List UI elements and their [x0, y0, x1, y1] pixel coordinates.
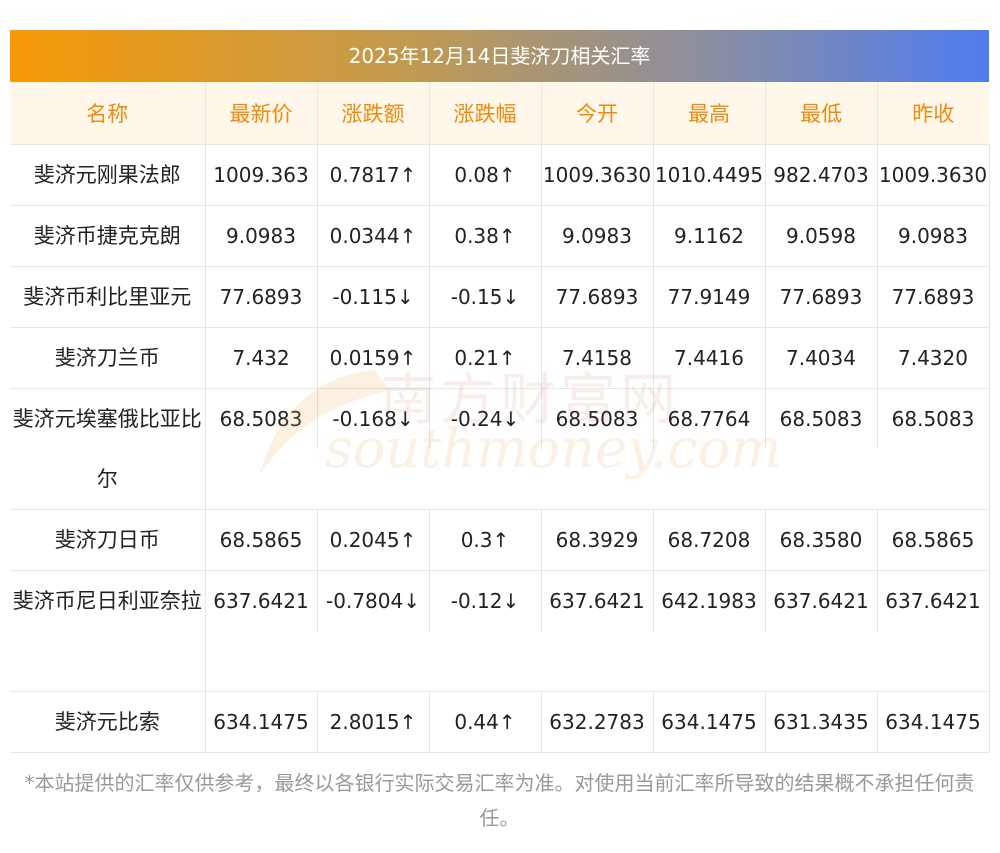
open-price: 632.2783	[541, 691, 654, 753]
table-row: 斐济币尼日利亚奈拉 637.6421 -0.7804↓ -0.12↓ 637.6421 6…	[10, 570, 990, 692]
open-price: 68.3929	[541, 509, 654, 571]
latest-price: 1009.363	[205, 144, 318, 206]
low-price: 68.3580	[765, 509, 878, 571]
currency-pair-name: 斐济刀日币	[10, 509, 206, 571]
header-change-pct: 涨跌幅	[429, 82, 542, 145]
low-price: 9.0598	[765, 205, 878, 267]
prev-close: 634.1475	[877, 691, 990, 753]
blank-cell	[205, 449, 990, 510]
low-price: 68.5083	[765, 388, 878, 449]
open-price: 7.4158	[541, 327, 654, 389]
low-price: 637.6421	[765, 570, 878, 631]
table-row: 斐济元比索 634.1475 2.8015↑ 0.44↑ 632.2783 634.147…	[10, 691, 990, 753]
open-price: 637.6421	[541, 570, 654, 631]
high-price: 7.4416	[653, 327, 766, 389]
high-price: 68.7208	[653, 509, 766, 571]
change-percent: 0.38↑	[429, 205, 542, 267]
change-amount: 0.0344↑	[317, 205, 430, 267]
low-price: 631.3435	[765, 691, 878, 753]
header-low: 最低	[765, 82, 878, 145]
prev-close: 77.6893	[877, 266, 990, 328]
high-price: 9.1162	[653, 205, 766, 267]
change-percent: 0.3↑	[429, 509, 542, 571]
open-price: 68.5083	[541, 388, 654, 449]
change-percent: 0.08↑	[429, 144, 542, 206]
change-amount: 0.0159↑	[317, 327, 430, 389]
header-latest: 最新价	[205, 82, 318, 145]
change-percent: -0.15↓	[429, 266, 542, 328]
row-continuation	[10, 449, 990, 510]
high-price: 642.1983	[653, 570, 766, 631]
high-price: 1010.4495	[653, 144, 766, 206]
currency-pair-name: 斐济币尼日利亚奈拉	[10, 570, 206, 692]
open-price: 1009.3630	[541, 144, 654, 206]
table-header-row: 名称 最新价 涨跌额 涨跌幅 今开 最高 最低 昨收	[10, 82, 989, 145]
high-price: 68.7764	[653, 388, 766, 449]
table-row: 斐济币捷克克朗 9.0983 0.0344↑ 0.38↑ 9.0983 9.1162 9.0…	[10, 205, 990, 267]
table-row: 斐济元刚果法郎 1009.363 0.7817↑ 0.08↑ 1009.3630 1010…	[10, 144, 990, 206]
change-amount: 0.2045↑	[317, 509, 430, 571]
currency-pair-name: 斐济元比索	[10, 691, 206, 753]
currency-pair-name: 斐济元埃塞俄比亚比尔	[10, 388, 206, 510]
prev-close: 7.4320	[877, 327, 990, 389]
change-amount: -0.115↓	[317, 266, 430, 328]
currency-pair-name: 斐济刀兰币	[10, 327, 206, 389]
header-name: 名称	[10, 82, 206, 145]
header-open: 今开	[541, 82, 654, 145]
prev-close: 637.6421	[877, 570, 990, 631]
change-amount: -0.7804↓	[317, 570, 430, 631]
change-amount: -0.168↓	[317, 388, 430, 449]
change-amount: 2.8015↑	[317, 691, 430, 753]
prev-close: 9.0983	[877, 205, 990, 267]
open-price: 77.6893	[541, 266, 654, 328]
change-percent: 0.44↑	[429, 691, 542, 753]
header-high: 最高	[653, 82, 766, 145]
disclaimer: *本站提供的汇率仅供参考，最终以各银行实际交易汇率为准。对使用当前汇率所导致的结…	[24, 771, 975, 830]
latest-price: 68.5865	[205, 509, 318, 571]
table-title: 2025年12月14日斐济刀相关汇率	[10, 30, 989, 82]
change-amount: 0.7817↑	[317, 144, 430, 206]
latest-price: 9.0983	[205, 205, 318, 267]
low-price: 77.6893	[765, 266, 878, 328]
table-row: 斐济刀日币 68.5865 0.2045↑ 0.3↑ 68.3929 68.7208 68.…	[10, 509, 990, 571]
latest-price: 637.6421	[205, 570, 318, 631]
high-price: 77.9149	[653, 266, 766, 328]
prev-close: 68.5865	[877, 509, 990, 571]
prev-close: 68.5083	[877, 388, 990, 449]
change-percent: -0.12↓	[429, 570, 542, 631]
change-percent: -0.24↓	[429, 388, 542, 449]
prev-close: 1009.3630	[877, 144, 990, 206]
high-price: 634.1475	[653, 691, 766, 753]
low-price: 7.4034	[765, 327, 878, 389]
header-change: 涨跌额	[317, 82, 430, 145]
table-row: 斐济币利比里亚元 77.6893 -0.115↓ -0.15↓ 77.6893 77.91…	[10, 266, 990, 328]
latest-price: 77.6893	[205, 266, 318, 328]
blank-cell	[205, 631, 990, 692]
latest-price: 634.1475	[205, 691, 318, 753]
table-row: 斐济刀兰币 7.432 0.0159↑ 0.21↑ 7.4158 7.4416 7.4034…	[10, 327, 990, 389]
latest-price: 7.432	[205, 327, 318, 389]
change-percent: 0.21↑	[429, 327, 542, 389]
currency-pair-name: 斐济元刚果法郎	[10, 144, 206, 206]
row-continuation	[10, 631, 990, 692]
latest-price: 68.5083	[205, 388, 318, 449]
open-price: 9.0983	[541, 205, 654, 267]
header-prev-close: 昨收	[877, 82, 989, 145]
low-price: 982.4703	[765, 144, 878, 206]
currency-pair-name: 斐济币利比里亚元	[10, 266, 206, 328]
exchange-rate-table: 名称 最新价 涨跌额 涨跌幅 今开 最高 最低 昨收 斐济元刚果法郎 1009.3…	[10, 82, 990, 753]
currency-pair-name: 斐济币捷克克朗	[10, 205, 206, 267]
table-row: 斐济元埃塞俄比亚比尔 68.5083 -0.168↓ -0.24↓ 68.5083 68.…	[10, 388, 990, 510]
